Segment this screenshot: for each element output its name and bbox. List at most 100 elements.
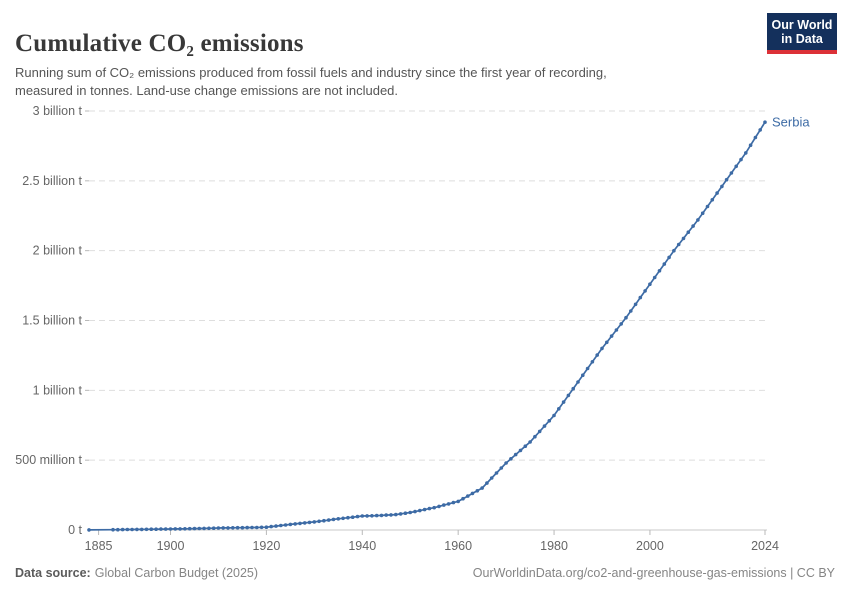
data-point[interactable] [513, 452, 518, 457]
data-point[interactable] [197, 526, 202, 531]
data-point[interactable] [360, 514, 365, 518]
data-point[interactable] [657, 269, 662, 273]
data-point[interactable] [226, 526, 230, 530]
data-point[interactable] [135, 527, 139, 532]
data-point[interactable] [758, 128, 762, 132]
data-point[interactable] [537, 429, 542, 434]
data-point[interactable] [207, 526, 211, 531]
data-point[interactable] [696, 218, 700, 222]
data-point[interactable] [168, 527, 173, 531]
data-point[interactable] [341, 516, 345, 521]
data-point[interactable] [667, 255, 671, 260]
data-point[interactable] [533, 434, 537, 439]
data-point[interactable] [269, 524, 274, 529]
data-point[interactable] [466, 494, 470, 498]
data-point[interactable] [595, 353, 599, 357]
data-point[interactable] [418, 508, 422, 513]
data-point[interactable] [432, 505, 437, 510]
data-point[interactable] [413, 509, 417, 514]
data-point[interactable] [139, 527, 144, 532]
data-point[interactable] [389, 513, 393, 517]
data-point[interactable] [144, 527, 149, 532]
data-point[interactable] [480, 486, 484, 490]
data-point[interactable] [710, 198, 715, 202]
data-point[interactable] [259, 525, 264, 530]
data-point[interactable] [561, 400, 566, 404]
data-point[interactable] [600, 346, 604, 351]
data-point[interactable] [542, 424, 547, 428]
data-point[interactable] [504, 461, 508, 465]
data-point[interactable] [461, 496, 465, 501]
data-point[interactable] [192, 526, 197, 531]
data-point[interactable] [250, 525, 254, 530]
data-point[interactable] [662, 262, 667, 266]
data-point[interactable] [355, 514, 360, 519]
data-point[interactable] [614, 328, 619, 332]
data-point[interactable] [283, 523, 288, 527]
series-points-serbia[interactable] [87, 120, 767, 532]
data-point[interactable] [336, 517, 341, 521]
series-label-serbia[interactable]: Serbia [772, 115, 810, 130]
data-point[interactable] [499, 466, 504, 470]
data-point[interactable] [202, 526, 206, 531]
data-point[interactable] [547, 419, 552, 423]
series-line-serbia[interactable] [88, 121, 766, 531]
owid-logo[interactable]: Our World in Data [767, 13, 837, 54]
data-point[interactable] [571, 386, 575, 391]
data-point[interactable] [159, 527, 163, 531]
data-point[interactable] [279, 523, 283, 528]
data-point[interactable] [216, 526, 221, 530]
data-point[interactable] [398, 512, 403, 516]
data-point[interactable] [173, 527, 178, 531]
data-point[interactable] [264, 525, 269, 529]
data-point[interactable] [720, 184, 724, 189]
data-point[interactable] [384, 513, 389, 517]
data-point[interactable] [379, 513, 384, 518]
data-point[interactable] [763, 120, 767, 124]
data-point[interactable] [307, 520, 312, 525]
data-point[interactable] [331, 517, 336, 522]
data-point[interactable] [705, 204, 710, 209]
data-point[interactable] [350, 515, 355, 519]
data-point[interactable] [240, 525, 245, 530]
data-point[interactable] [489, 476, 494, 480]
data-point[interactable] [624, 315, 628, 320]
data-point[interactable] [149, 527, 154, 531]
data-point[interactable] [326, 518, 331, 522]
data-point[interactable] [652, 275, 657, 280]
data-point[interactable] [235, 525, 240, 530]
data-point[interactable] [437, 504, 441, 509]
data-point[interactable] [408, 510, 413, 515]
data-point[interactable] [446, 502, 451, 506]
data-point[interactable] [163, 527, 168, 531]
data-point[interactable] [451, 500, 456, 505]
data-point[interactable] [590, 360, 595, 364]
data-point[interactable] [394, 512, 398, 517]
data-point[interactable] [700, 211, 705, 215]
data-point[interactable] [739, 157, 743, 162]
data-point[interactable] [403, 511, 408, 515]
data-point[interactable] [605, 340, 609, 345]
data-point[interactable] [211, 526, 216, 530]
data-point[interactable] [317, 519, 321, 524]
data-point[interactable] [509, 457, 513, 461]
data-point[interactable] [470, 491, 475, 496]
data-point[interactable] [734, 164, 738, 169]
data-point[interactable] [485, 481, 489, 485]
data-point[interactable] [691, 224, 695, 228]
data-point[interactable] [557, 407, 561, 411]
data-point[interactable] [475, 489, 480, 493]
data-point[interactable] [322, 518, 326, 523]
data-point[interactable] [422, 507, 427, 512]
data-point[interactable] [298, 521, 302, 526]
data-point[interactable] [581, 373, 585, 378]
data-point[interactable] [528, 440, 532, 444]
data-point[interactable] [566, 393, 571, 398]
data-point[interactable] [302, 521, 307, 525]
data-point[interactable] [576, 380, 580, 384]
data-point[interactable] [178, 527, 182, 531]
data-point[interactable] [442, 503, 446, 507]
data-point[interactable] [254, 525, 259, 530]
data-point[interactable] [715, 191, 719, 195]
data-point[interactable] [293, 522, 298, 526]
